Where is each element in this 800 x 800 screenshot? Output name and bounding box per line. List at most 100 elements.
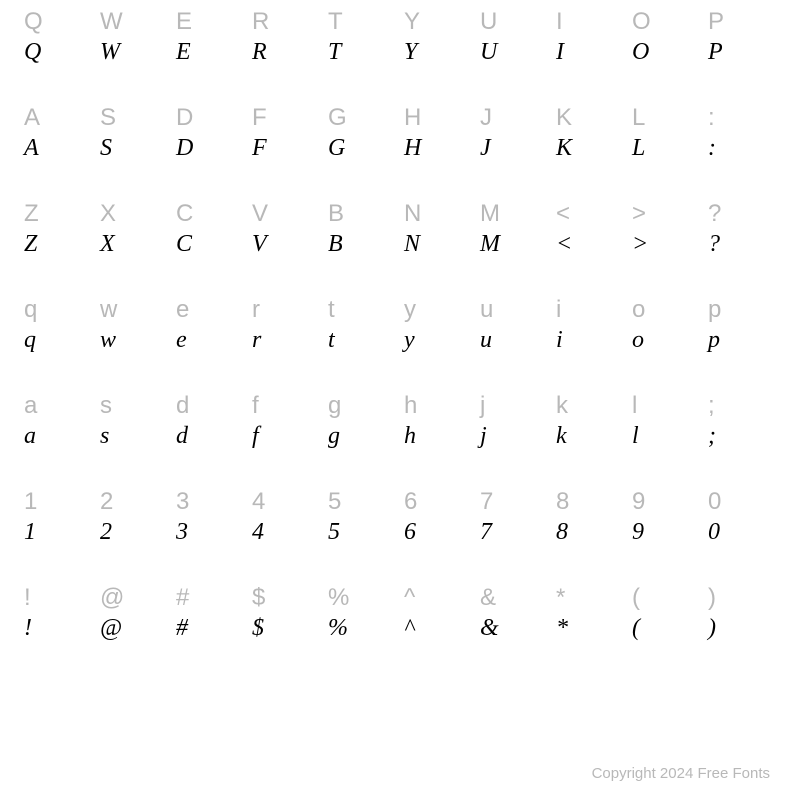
reference-glyph: @ (100, 584, 124, 614)
reference-glyph: 8 (556, 488, 569, 518)
reference-glyph: ! (24, 584, 31, 614)
font-glyph: R (252, 38, 267, 68)
row-spacer (172, 266, 248, 290)
font-glyph: D (176, 134, 193, 164)
font-glyph: ) (708, 614, 716, 644)
row-spacer (704, 362, 780, 386)
row-spacer (324, 74, 400, 98)
font-glyph: 9 (632, 518, 644, 548)
reference-glyph: Z (24, 200, 39, 230)
char-cell: rr (248, 296, 324, 356)
font-glyph: 5 (328, 518, 340, 548)
font-glyph: < (556, 230, 572, 260)
font-glyph: C (176, 230, 192, 260)
char-cell: ZZ (20, 200, 96, 260)
row-spacer (400, 554, 476, 578)
font-glyph: & (480, 614, 499, 644)
font-glyph: O (632, 38, 649, 68)
reference-glyph: 3 (176, 488, 189, 518)
char-cell: YY (400, 8, 476, 68)
font-glyph: : (708, 134, 716, 164)
char-cell: uu (476, 296, 552, 356)
reference-glyph: X (100, 200, 116, 230)
font-glyph: B (328, 230, 343, 260)
char-cell: (( (628, 584, 704, 644)
char-cell: !! (20, 584, 96, 644)
row-spacer (400, 458, 476, 482)
reference-glyph: G (328, 104, 347, 134)
char-cell: )) (704, 584, 780, 644)
row-spacer (96, 362, 172, 386)
row-spacer (552, 74, 628, 98)
reference-glyph: # (176, 584, 189, 614)
reference-glyph: i (556, 296, 561, 326)
char-cell: :: (704, 104, 780, 164)
row-spacer (704, 170, 780, 194)
reference-glyph: % (328, 584, 349, 614)
char-cell: tt (324, 296, 400, 356)
char-cell: gg (324, 392, 400, 452)
reference-glyph: f (252, 392, 259, 422)
font-glyph: N (404, 230, 420, 260)
row-spacer (172, 74, 248, 98)
row-spacer (552, 554, 628, 578)
reference-glyph: 2 (100, 488, 113, 518)
reference-glyph: w (100, 296, 117, 326)
char-cell: SS (96, 104, 172, 164)
font-glyph: # (176, 614, 188, 644)
font-glyph: Y (404, 38, 417, 68)
row-spacer (628, 74, 704, 98)
char-cell: DD (172, 104, 248, 164)
row-spacer (248, 170, 324, 194)
font-glyph: W (100, 38, 120, 68)
font-glyph: I (556, 38, 564, 68)
reference-glyph: ; (708, 392, 715, 422)
row-spacer (552, 458, 628, 482)
char-cell: && (476, 584, 552, 644)
char-cell: II (552, 8, 628, 68)
row-spacer (704, 458, 780, 482)
char-cell: OO (628, 8, 704, 68)
char-cell: CC (172, 200, 248, 260)
font-glyph: H (404, 134, 421, 164)
reference-glyph: E (176, 8, 192, 38)
font-glyph: U (480, 38, 497, 68)
row-spacer (628, 266, 704, 290)
char-cell: EE (172, 8, 248, 68)
font-glyph: u (480, 326, 492, 356)
reference-glyph: W (100, 8, 123, 38)
char-cell: HH (400, 104, 476, 164)
char-cell: aa (20, 392, 96, 452)
font-glyph: t (328, 326, 335, 356)
font-glyph: V (252, 230, 267, 260)
char-cell: QQ (20, 8, 96, 68)
reference-glyph: 4 (252, 488, 265, 518)
reference-glyph: 1 (24, 488, 37, 518)
char-cell: 22 (96, 488, 172, 548)
font-glyph: j (480, 422, 487, 452)
row-spacer (172, 458, 248, 482)
reference-glyph: M (480, 200, 500, 230)
reference-glyph: F (252, 104, 267, 134)
character-map-grid: QQWWEERRTTYYUUIIOOPPAASSDDFFGGHHJJKKLL::… (0, 0, 800, 644)
font-glyph: * (556, 614, 568, 644)
char-cell: ww (96, 296, 172, 356)
reference-glyph: e (176, 296, 189, 326)
font-glyph: ^ (404, 614, 414, 644)
reference-glyph: d (176, 392, 189, 422)
char-cell: yy (400, 296, 476, 356)
char-cell: @@ (96, 584, 172, 644)
reference-glyph: 9 (632, 488, 645, 518)
font-glyph: h (404, 422, 416, 452)
row-spacer (476, 458, 552, 482)
reference-glyph: 0 (708, 488, 721, 518)
char-cell: ss (96, 392, 172, 452)
font-glyph: w (100, 326, 116, 356)
row-spacer (400, 362, 476, 386)
row-spacer (20, 170, 96, 194)
reference-glyph: s (100, 392, 112, 422)
row-spacer (172, 362, 248, 386)
char-cell: 88 (552, 488, 628, 548)
row-spacer (476, 554, 552, 578)
char-cell: UU (476, 8, 552, 68)
